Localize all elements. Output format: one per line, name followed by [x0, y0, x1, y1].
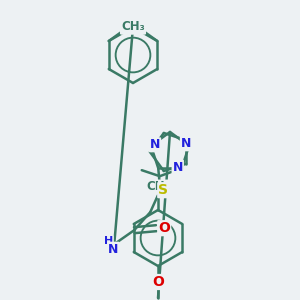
Text: S: S: [158, 183, 168, 197]
Text: O: O: [152, 275, 164, 289]
Text: O: O: [158, 221, 170, 235]
Text: N: N: [181, 137, 191, 150]
Text: H: H: [103, 236, 113, 246]
Text: N: N: [150, 138, 160, 151]
Text: CH₃: CH₃: [121, 20, 145, 34]
Text: CH₃: CH₃: [146, 181, 170, 194]
Text: N: N: [108, 243, 119, 256]
Text: N: N: [172, 161, 183, 174]
Text: CH₃: CH₃: [122, 20, 145, 34]
